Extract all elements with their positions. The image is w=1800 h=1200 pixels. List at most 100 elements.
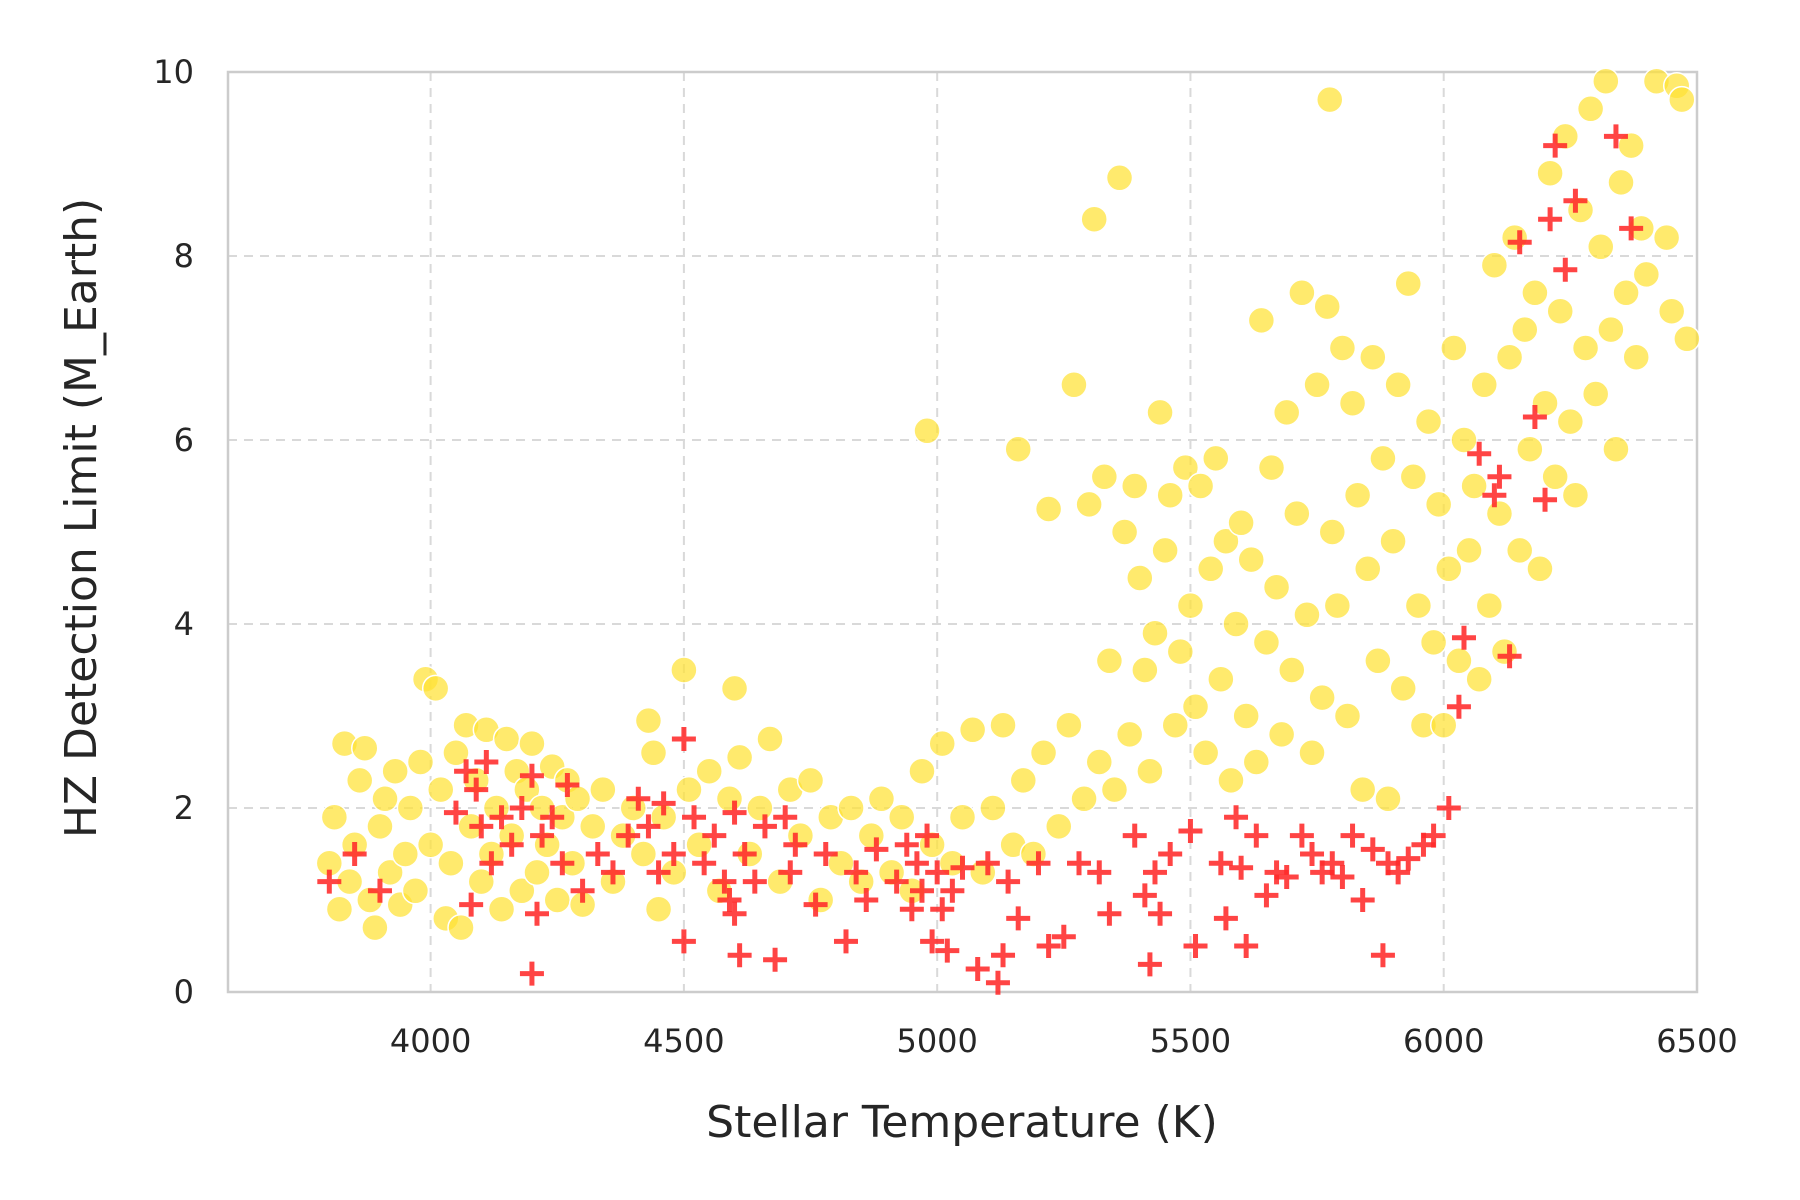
data-point-circle <box>670 656 698 684</box>
data-point-plus <box>702 823 727 848</box>
data-point-circle <box>1044 812 1073 841</box>
data-point-circle <box>715 785 744 813</box>
y-tick-label: 4 <box>174 605 194 643</box>
data-point-circle <box>746 794 774 822</box>
data-point-plus <box>1533 487 1558 512</box>
data-point-plus <box>499 832 524 857</box>
data-point-plus <box>717 888 742 912</box>
data-point-circle <box>1414 407 1443 436</box>
data-point-plus <box>783 832 808 857</box>
x-tick-label: 4500 <box>643 1022 724 1060</box>
data-point-circle <box>979 794 1007 822</box>
data-point-circle <box>427 775 455 804</box>
data-point-plus <box>651 791 676 816</box>
data-point-circle <box>1561 481 1590 509</box>
data-point-plus <box>555 773 580 797</box>
data-point-circle <box>1460 472 1488 500</box>
data-point-plus <box>930 897 955 922</box>
data-point-circle <box>766 867 794 896</box>
data-point-circle <box>1652 223 1681 252</box>
data-point-circle <box>1090 463 1119 491</box>
data-point-plus <box>1563 188 1588 213</box>
data-point-circle <box>351 734 379 762</box>
data-point-plus <box>459 892 484 917</box>
data-point-circle <box>913 417 941 445</box>
data-point-circle <box>1267 720 1296 749</box>
data-point-circle <box>361 913 389 942</box>
data-point-circle <box>1455 536 1483 565</box>
data-point-plus <box>1497 644 1522 669</box>
data-point-plus <box>1340 823 1365 848</box>
data-point-circle <box>1536 159 1564 187</box>
data-point-circle <box>1581 380 1610 408</box>
data-point-circle <box>1546 297 1574 325</box>
data-point-circle <box>1399 463 1428 491</box>
data-point-plus <box>778 860 803 885</box>
data-point-plus <box>367 878 392 903</box>
y-tick-label: 0 <box>174 973 194 1011</box>
data-point-circle <box>1668 85 1696 114</box>
y-tick-label: 2 <box>174 789 194 827</box>
data-point-plus <box>524 901 549 926</box>
data-point-plus <box>1067 851 1092 876</box>
data-point-plus <box>991 943 1016 968</box>
data-point-circle <box>639 739 668 767</box>
data-point-circle <box>492 725 521 753</box>
data-point-plus <box>1386 860 1411 885</box>
data-point-circle <box>325 895 354 923</box>
data-point-plus <box>1446 694 1471 719</box>
data-point-circle <box>1505 536 1534 565</box>
data-point-plus <box>752 814 777 839</box>
data-point-circle <box>1359 343 1387 371</box>
data-point-plus <box>1006 906 1031 931</box>
data-point-plus <box>864 837 889 862</box>
data-point-circle <box>1237 545 1265 574</box>
data-point-circle <box>1602 435 1630 463</box>
data-point-plus <box>1507 230 1532 255</box>
data-point-plus <box>1360 837 1385 862</box>
x-tick-label: 4000 <box>390 1022 471 1060</box>
data-point-circle <box>1353 555 1382 583</box>
data-point-plus <box>550 851 575 876</box>
data-point-circle <box>345 766 374 795</box>
data-point-circle <box>958 716 987 744</box>
data-point-circle <box>1521 279 1549 307</box>
data-point-circle <box>1100 775 1129 804</box>
data-point-circle <box>487 895 516 923</box>
data-point-circle <box>381 757 409 785</box>
data-point-plus <box>915 823 940 848</box>
data-point-circle <box>1308 683 1336 712</box>
data-point-plus <box>996 869 1021 894</box>
data-point-plus <box>833 929 858 954</box>
data-point-circle <box>1278 656 1306 684</box>
data-point-plus <box>965 957 990 981</box>
data-point-plus <box>727 943 752 968</box>
data-point-circle <box>1288 279 1316 307</box>
data-point-plus <box>692 851 717 876</box>
data-point-plus <box>519 763 544 788</box>
data-point-circle <box>1541 463 1569 491</box>
x-axis-ticks: 4000 4500 5000 5500 6000 6500 <box>390 1022 1738 1060</box>
data-point-plus <box>1234 934 1259 958</box>
data-point-circle <box>1592 67 1620 95</box>
data-point-plus <box>570 878 595 903</box>
data-point-circle <box>1587 233 1615 261</box>
data-point-circle <box>1181 693 1210 721</box>
data-point-plus <box>975 851 1000 876</box>
data-point-plus <box>616 823 641 848</box>
data-point-circle <box>1257 453 1286 482</box>
data-point-plus <box>1451 625 1476 650</box>
data-point-circle <box>887 803 916 831</box>
data-point-plus <box>1087 860 1112 885</box>
data-point-plus <box>1300 842 1325 866</box>
data-point-circle <box>1242 748 1271 776</box>
x-tick-label: 6500 <box>1656 1022 1737 1060</box>
data-point-plus <box>1097 901 1122 926</box>
data-point-plus <box>1370 943 1395 968</box>
data-point-circle <box>1075 490 1103 519</box>
data-point-circle <box>1060 371 1088 399</box>
data-point-plus <box>722 901 747 926</box>
data-point-circle <box>1151 536 1179 565</box>
data-point-circle <box>1333 702 1362 730</box>
